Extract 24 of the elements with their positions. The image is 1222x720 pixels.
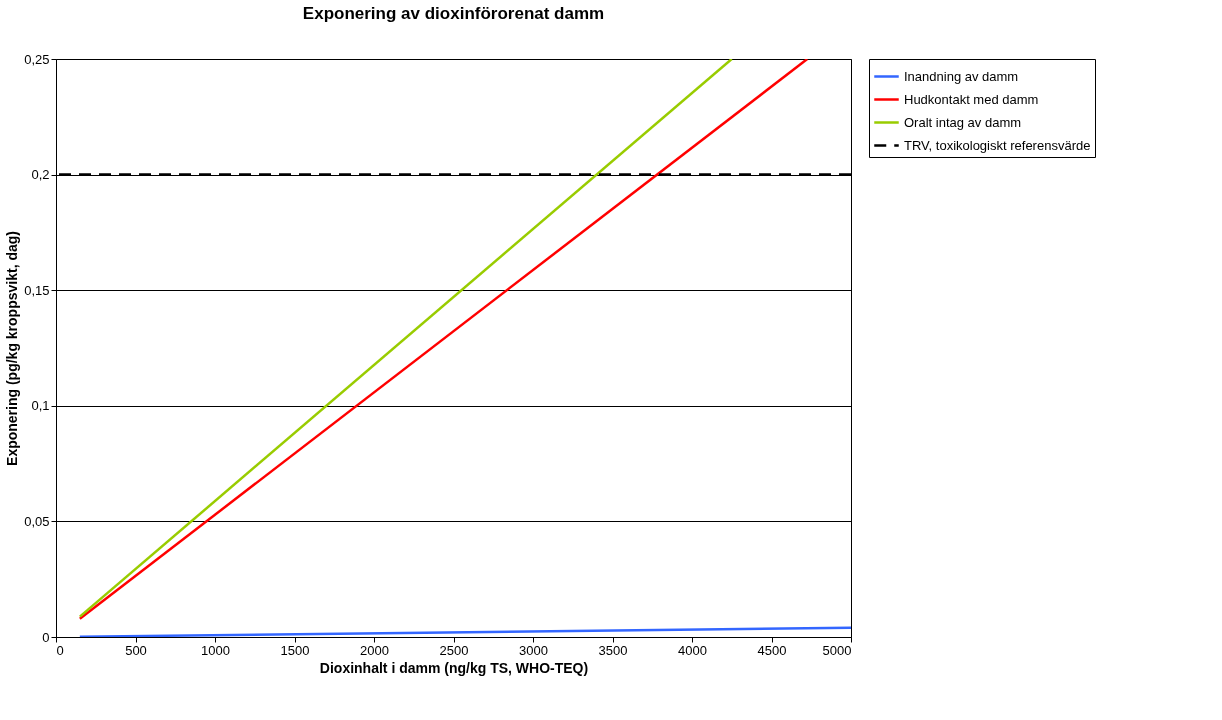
x-tick-label: 4500 <box>757 642 787 658</box>
chart-title: Exponering av dioxinförorenat damm <box>302 4 605 23</box>
legend-label: TRV, toxikologiskt referensvärde <box>904 137 1091 153</box>
y-tick-label: 0,15 <box>24 282 50 298</box>
legend-label: Oralt intag av damm <box>904 114 1022 130</box>
y-tick-label: 0,2 <box>31 167 50 183</box>
x-axis-title: Dioxinhalt i damm (ng/kg TS, WHO-TEQ) <box>319 659 589 676</box>
y-tick-label: 0 <box>42 629 50 645</box>
y-tick-label: 0,1 <box>31 398 50 414</box>
x-tick-label: 1000 <box>201 642 230 658</box>
x-tick-label: 2500 <box>439 642 469 658</box>
x-tick-label: 4000 <box>678 642 707 658</box>
x-tick-label: 2000 <box>360 642 389 658</box>
legend-label: Hudkontakt med damm <box>904 91 1039 107</box>
x-tick-label: 5000 <box>822 642 852 658</box>
x-tick-label: 1500 <box>280 642 310 658</box>
y-tick-label: 0,25 <box>24 51 50 67</box>
legend-label: Inandning av damm <box>904 68 1019 84</box>
x-tick-label: 3000 <box>519 642 548 658</box>
y-tick-label: 0,05 <box>24 513 50 529</box>
y-axis-title: Exponering (pg/kg kroppsvikt, dag) <box>4 231 21 466</box>
x-tick-label: 3500 <box>598 642 628 658</box>
x-tick-label: 0 <box>56 642 64 658</box>
x-tick-label: 500 <box>125 642 147 658</box>
